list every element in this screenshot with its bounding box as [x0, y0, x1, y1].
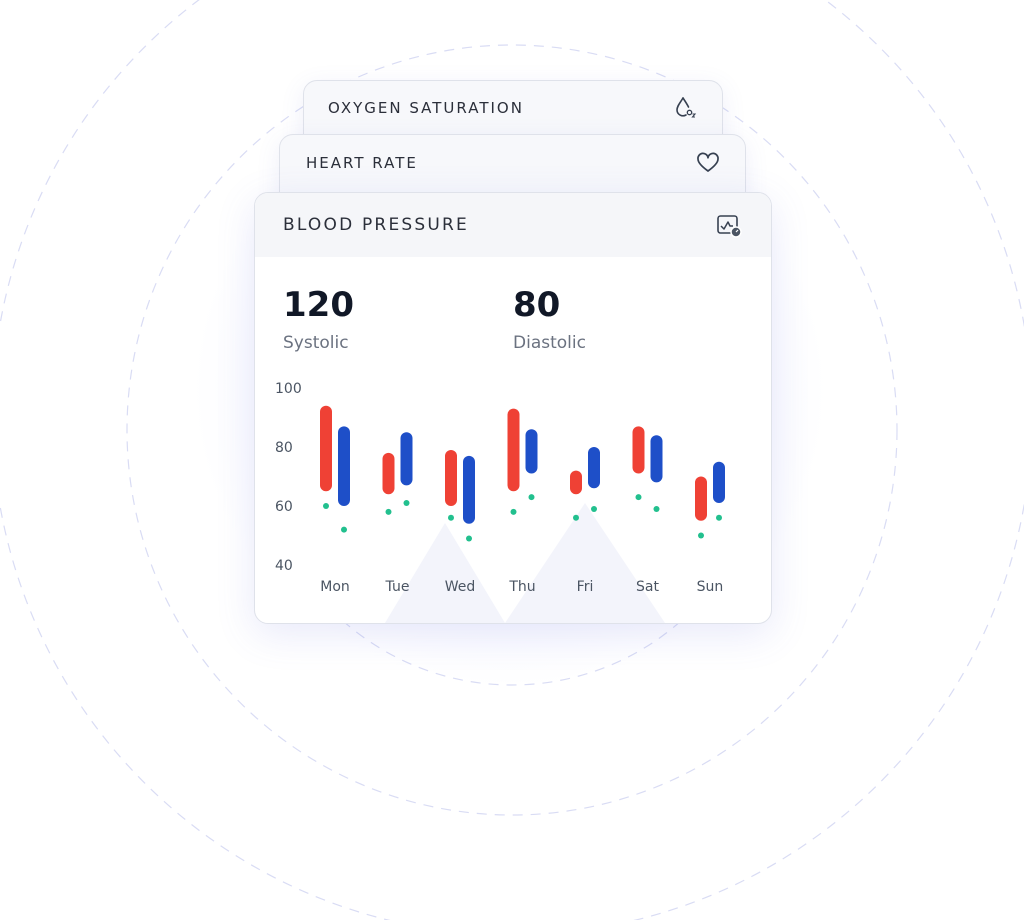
diastolic-bar-sat	[650, 435, 663, 483]
y-tick-label: 40	[275, 558, 293, 574]
y-tick-label: 100	[275, 381, 302, 397]
marker-dot-wed	[448, 514, 454, 521]
systolic-bar-mon	[320, 405, 332, 492]
y-tick-label: 60	[275, 499, 293, 515]
diastolic-label: Diastolic	[513, 333, 586, 353]
blood-pressure-chart: 100 80 60 40 Mon Tue Wed Thu Fri Sat Sun	[275, 381, 725, 623]
systolic-bar-sat	[632, 426, 645, 474]
systolic-bar-tue	[382, 452, 395, 495]
marker-dot-thu	[528, 494, 535, 501]
blood-pressure-monitor-icon	[717, 215, 742, 238]
diastolic-bar-sun	[713, 461, 725, 504]
marker-dot-fri	[573, 514, 579, 521]
heart-rate-title: HEART RATE	[306, 154, 418, 172]
x-category-label: Tue	[385, 579, 410, 595]
marker-dot-tue	[385, 508, 392, 515]
marker-dot-sun	[698, 532, 704, 539]
systolic-bar-wed	[445, 449, 457, 506]
marker-dot-sat	[653, 505, 660, 512]
diastolic-value: 80	[513, 285, 561, 325]
diastolic-bar-thu	[525, 429, 538, 474]
ring-middle	[126, 44, 898, 816]
blood-pressure-header: BLOOD PRESSURE	[255, 193, 771, 257]
marker-dot-thu	[510, 508, 517, 515]
marker-dot-fri	[591, 505, 597, 512]
y-tick-label: 80	[275, 440, 293, 456]
diastolic-bar-wed	[463, 455, 475, 524]
systolic-label: Systolic	[283, 333, 349, 353]
x-category-label: Wed	[445, 579, 476, 595]
marker-dot-wed	[466, 535, 472, 542]
diastolic-bar-tue	[400, 432, 413, 486]
x-category-label: Sat	[636, 579, 659, 595]
x-category-label: Thu	[508, 579, 535, 595]
chart-backdrop-shape	[385, 523, 505, 623]
x-category-label: Sun	[697, 579, 724, 595]
marker-dot-mon	[341, 526, 347, 533]
heart-icon	[697, 152, 719, 172]
blood-pressure-card[interactable]: BLOOD PRESSURE 120 Systolic 80 Diastolic…	[254, 192, 772, 624]
diastolic-bar-fri	[588, 447, 600, 489]
marker-dot-sun	[716, 514, 722, 521]
systolic-bar-sun	[695, 476, 707, 521]
systolic-bar-thu	[507, 408, 520, 492]
x-category-label: Mon	[320, 579, 350, 595]
marker-dot-mon	[323, 503, 329, 509]
marker-dot-tue	[403, 500, 410, 507]
systolic-bar-fri	[570, 470, 582, 495]
blood-pressure-title: BLOOD PRESSURE	[283, 215, 469, 235]
oxygen-drop-icon	[676, 97, 697, 118]
systolic-value: 120	[283, 285, 354, 325]
chart-backdrop-shape	[505, 503, 665, 623]
x-category-label: Fri	[577, 579, 594, 595]
diastolic-bar-mon	[338, 426, 350, 506]
marker-dot-sat	[635, 494, 642, 501]
oxygen-saturation-title: OXYGEN SATURATION	[328, 99, 524, 117]
